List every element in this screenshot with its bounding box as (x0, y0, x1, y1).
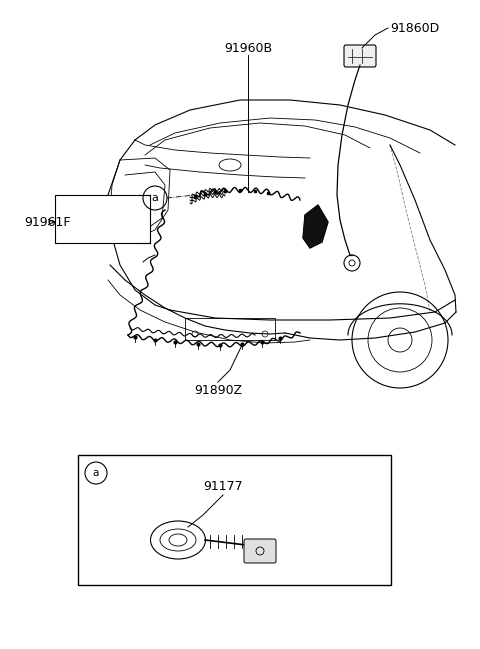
Text: a: a (152, 193, 158, 203)
Bar (55, 195, 150, 243)
Text: a: a (93, 468, 99, 478)
Text: 91890Z: 91890Z (194, 384, 242, 397)
Text: 91961F: 91961F (24, 215, 71, 228)
Text: 91960B: 91960B (224, 42, 272, 55)
FancyBboxPatch shape (244, 539, 276, 563)
Bar (185, 318, 275, 340)
Text: 91177: 91177 (203, 480, 243, 493)
Bar (78, 455, 391, 585)
FancyBboxPatch shape (344, 45, 376, 67)
Text: 91860D: 91860D (390, 21, 439, 34)
Polygon shape (303, 205, 328, 248)
